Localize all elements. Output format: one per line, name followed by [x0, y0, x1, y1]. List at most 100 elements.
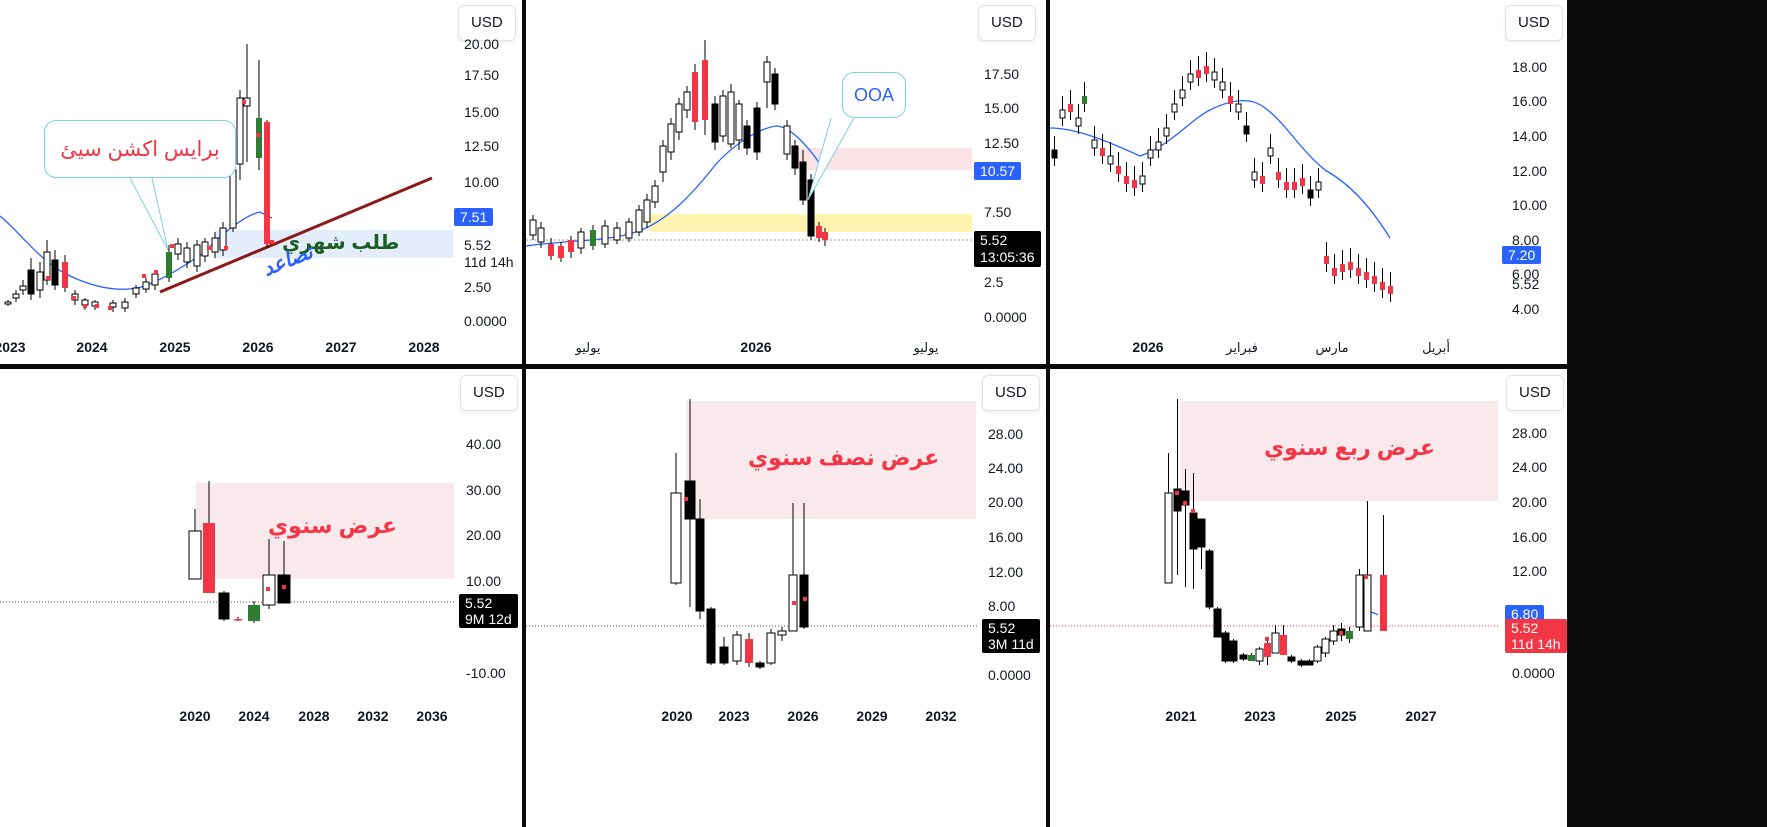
- candle-body: [1363, 574, 1372, 632]
- y-tick: 20.00: [466, 527, 502, 543]
- candle-body: [577, 231, 585, 249]
- currency-button[interactable]: USD: [458, 5, 516, 41]
- candle-body: [643, 199, 651, 223]
- currency-button[interactable]: USD: [460, 375, 518, 411]
- last-price-tag: 5.52 13:05:36: [974, 231, 1041, 267]
- currency-button[interactable]: USD: [1505, 5, 1563, 41]
- y-tick: 12.00: [1512, 163, 1548, 179]
- chart-pane-quarterly[interactable]: USD 28.00 24.00 20.00 16.00 12.00 6.80 5…: [1050, 369, 1567, 827]
- x-tick: 2028: [408, 339, 440, 355]
- candle-body: [1204, 66, 1209, 74]
- pane3-chart-canvas[interactable]: [1050, 0, 1567, 364]
- x-tick: 2020: [661, 708, 693, 724]
- currency-button[interactable]: USD: [1506, 375, 1564, 411]
- y-tick: 15.00: [984, 100, 1020, 116]
- candle-marker: [1191, 509, 1195, 513]
- candle-marker: [1175, 491, 1179, 495]
- candle-marker: [792, 601, 796, 605]
- y-tick: 7.50: [984, 204, 1012, 220]
- candle-body: [692, 72, 698, 122]
- candle-marker: [256, 133, 260, 137]
- plot-bg: [1050, 0, 1500, 364]
- candle-body: [229, 169, 237, 229]
- candle-marker: [142, 274, 146, 278]
- pane4-chart-canvas[interactable]: [0, 369, 522, 827]
- candle-body: [1321, 638, 1330, 654]
- x-tick: 2024: [238, 708, 270, 724]
- candle-body: [695, 518, 705, 612]
- callout-pointer: [807, 117, 855, 201]
- candle-marker: [1281, 637, 1285, 641]
- x-tick: 2020: [179, 708, 211, 724]
- candle-body: [635, 209, 643, 233]
- candle-marker: [95, 304, 99, 308]
- chart-pane-daily[interactable]: USD 17.50 15.00 12.50 10.57 7.50 5.52 13…: [526, 0, 1046, 364]
- candle-body: [1211, 71, 1218, 81]
- y-tick: 10.00: [466, 573, 502, 589]
- callout-text: برايس اكشن سيئ: [60, 137, 220, 161]
- last-price-value: 5.52: [980, 232, 1008, 248]
- pane6-chart-canvas[interactable]: [1050, 369, 1567, 827]
- candle-marker: [1364, 575, 1368, 579]
- candle-body: [529, 219, 537, 236]
- supply-zone: [1180, 401, 1498, 501]
- candle-body: [1260, 176, 1265, 184]
- y-tick: 8.00: [1512, 232, 1540, 248]
- candle-body: [211, 237, 219, 253]
- y-tick: 20.00: [988, 494, 1024, 510]
- candle-body: [1297, 660, 1306, 666]
- candle-body: [791, 145, 799, 169]
- candle-marker: [224, 246, 228, 250]
- candle-body: [1280, 635, 1287, 655]
- candle-body: [1243, 125, 1250, 135]
- y-tick: 20.00: [1512, 494, 1548, 510]
- candle-body: [264, 122, 270, 244]
- candle-body: [1155, 141, 1162, 151]
- candle-body: [777, 630, 787, 636]
- candle-body: [719, 95, 727, 137]
- callout-bubble[interactable]: برايس اكشن سيئ: [44, 120, 236, 178]
- y-tick: 12.00: [1512, 563, 1548, 579]
- candle-body: [735, 103, 743, 141]
- currency-button[interactable]: USD: [982, 375, 1040, 411]
- candle-body: [1372, 276, 1377, 284]
- candle-body: [590, 230, 596, 246]
- candle-body: [1082, 96, 1087, 104]
- candle-body: [799, 161, 807, 201]
- candle-body: [1388, 286, 1393, 294]
- y-tick: 2.50: [464, 279, 492, 295]
- pane1-chart-canvas[interactable]: [0, 0, 522, 364]
- candle-body: [558, 246, 564, 258]
- candle-body: [1267, 147, 1274, 157]
- chart-pane-intraday[interactable]: USD 18.00 16.00 14.00 12.00 10.00 8.00 7…: [1050, 0, 1567, 364]
- candle-body: [727, 91, 735, 145]
- x-tick: فبراير: [1226, 340, 1258, 355]
- pane2-chart-canvas[interactable]: [526, 0, 1046, 364]
- candle-body: [183, 247, 191, 263]
- candle-marker: [83, 304, 87, 308]
- callout-bubble[interactable]: OOA: [842, 72, 906, 118]
- chart-pane-monthly[interactable]: USD 20.00 17.50 15.00 12.50 10.00 7.51 5…: [0, 0, 522, 364]
- candle-body: [1068, 104, 1073, 112]
- candle-body: [109, 302, 117, 308]
- candle-body: [4, 301, 12, 305]
- chart-pane-half-yearly[interactable]: USD 28.00 24.00 20.00 16.00 12.00 8.00 5…: [526, 369, 1046, 827]
- y-tick: 2.5: [984, 274, 1004, 290]
- candle-body: [651, 185, 659, 203]
- candle-body: [1139, 175, 1146, 185]
- candle-marker: [170, 244, 174, 248]
- pane5-chart-canvas[interactable]: [526, 369, 1046, 827]
- y-tick: 14.00: [1512, 128, 1548, 144]
- candle-body: [193, 244, 201, 267]
- candle-marker: [266, 587, 270, 591]
- currency-button[interactable]: USD: [978, 5, 1036, 41]
- chart-pane-yearly[interactable]: USD 40.00 30.00 20.00 10.00 5.52 9M 12d …: [0, 369, 522, 827]
- candle-body: [234, 619, 242, 621]
- candle-body: [659, 145, 667, 173]
- candle-body: [121, 301, 129, 309]
- x-tick: 2023: [718, 708, 750, 724]
- candle-body: [1380, 575, 1387, 631]
- candle-body: [36, 271, 44, 291]
- candle-body: [1164, 492, 1173, 584]
- candle-body: [816, 226, 822, 238]
